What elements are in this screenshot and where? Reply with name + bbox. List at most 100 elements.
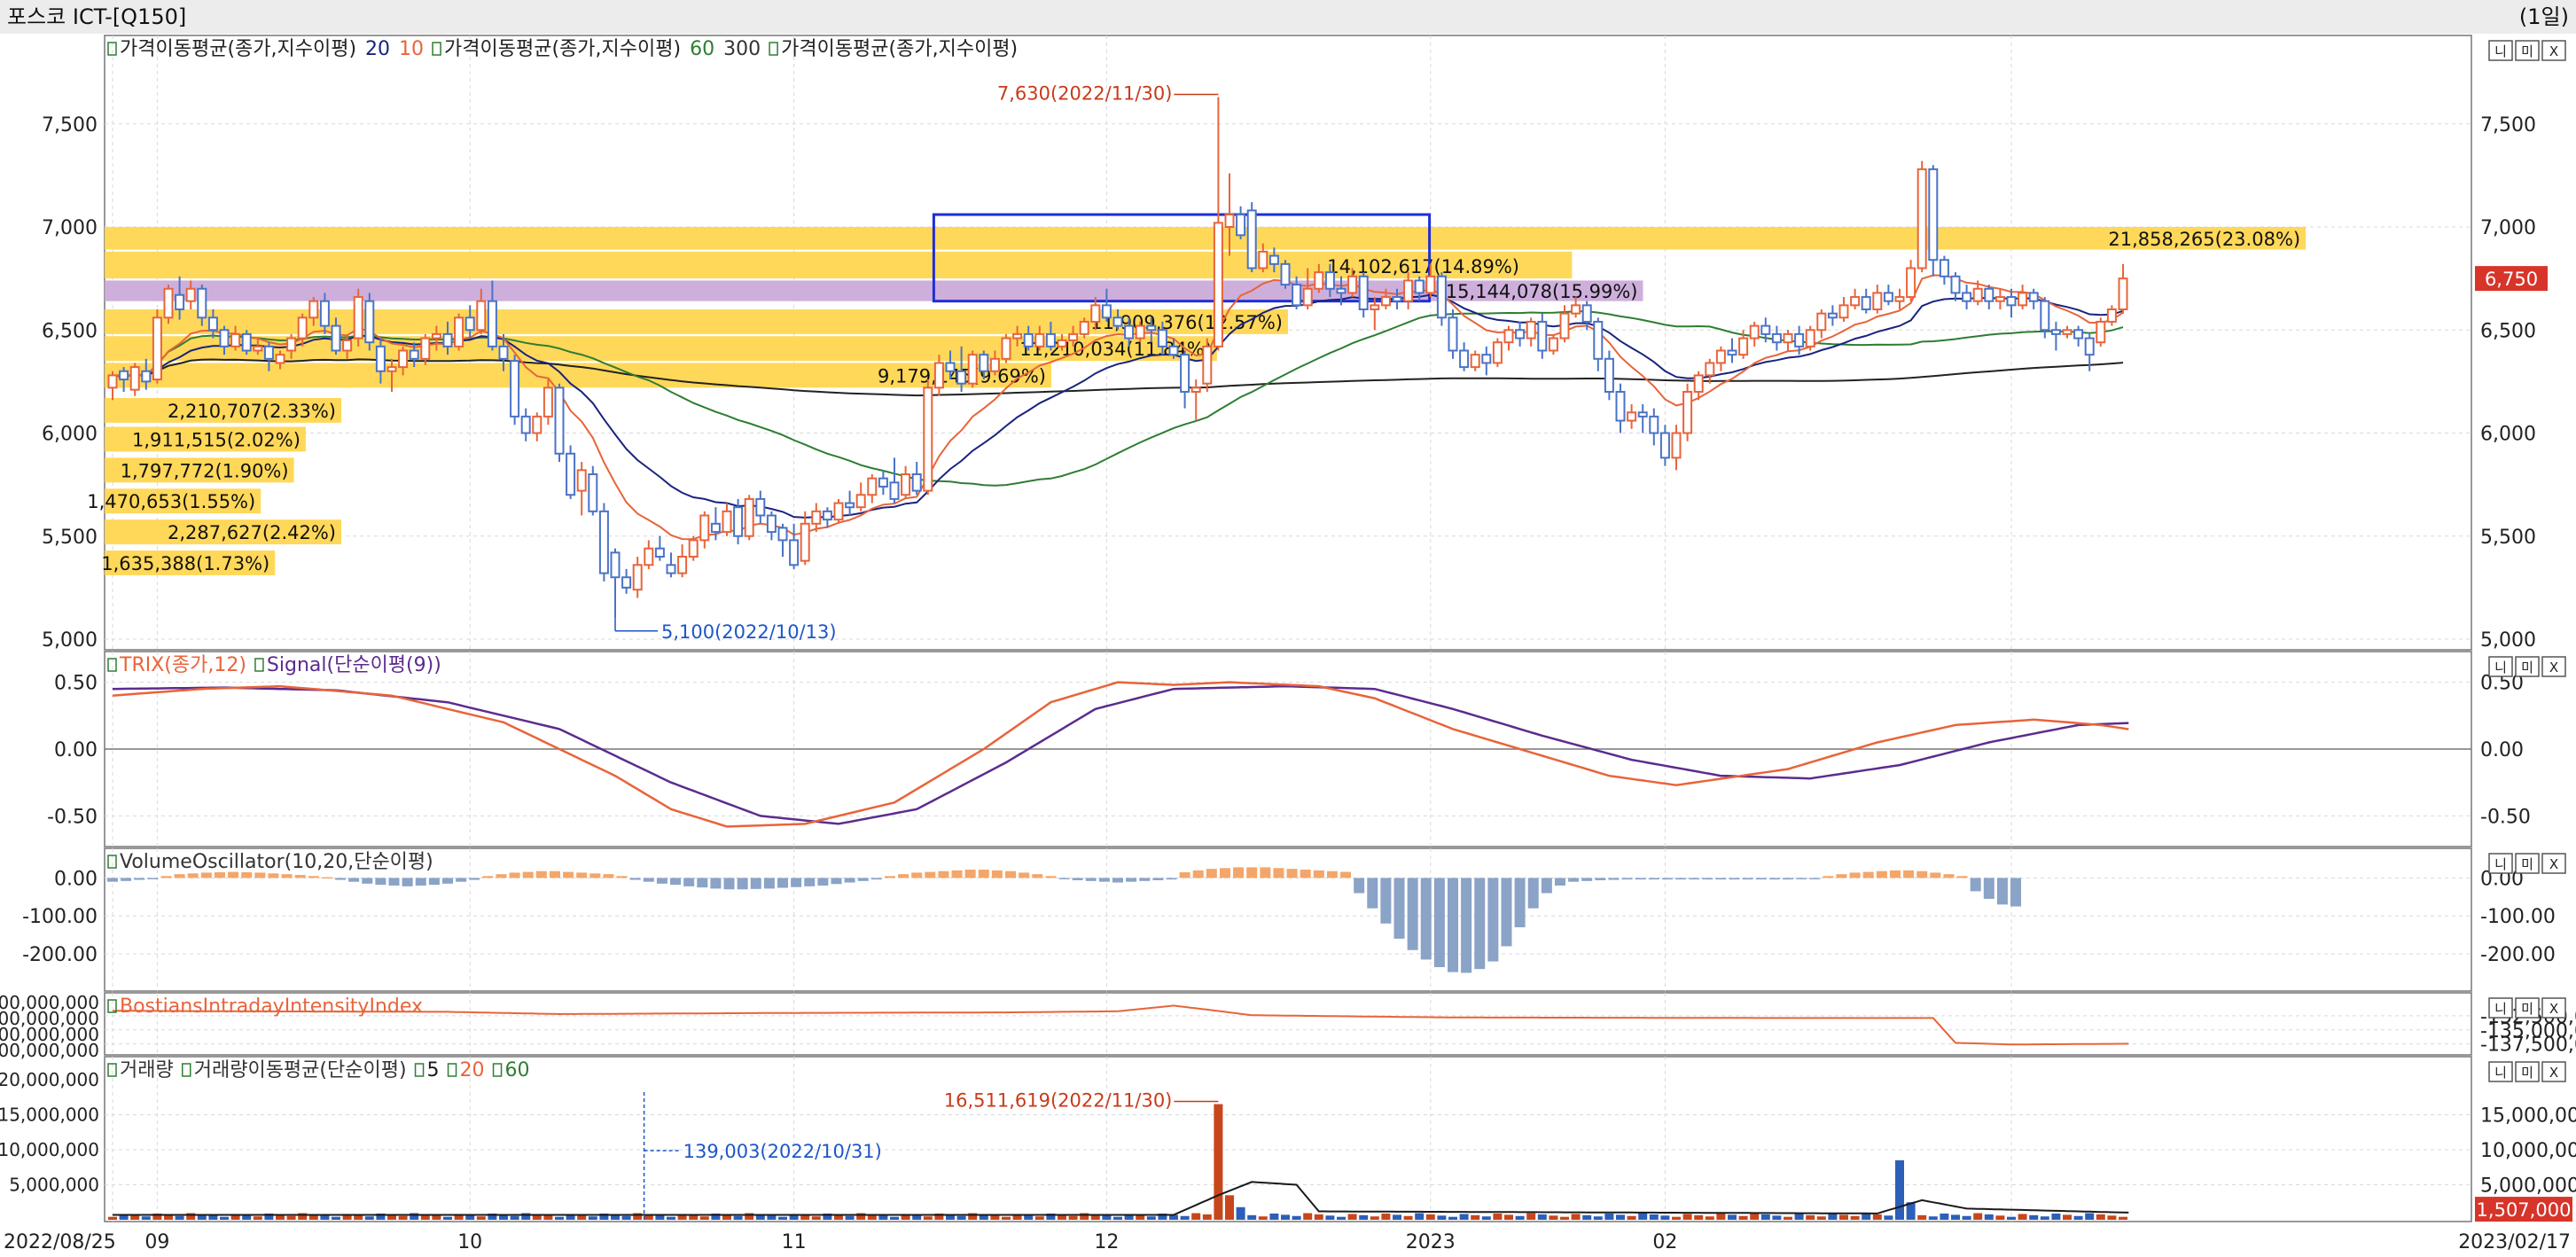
volume-bar bbox=[1571, 1214, 1581, 1220]
volume-bar bbox=[2018, 1214, 2027, 1220]
volume-oscillator-bar bbox=[964, 869, 976, 878]
volume-bar bbox=[1102, 1215, 1112, 1220]
candle-body bbox=[297, 316, 308, 340]
candle-body bbox=[1861, 296, 1871, 310]
x-axis-tick-label: 12 bbox=[1094, 1231, 1119, 1253]
volume-bar bbox=[789, 1214, 799, 1220]
pane-toolbar-close-icon[interactable] bbox=[2541, 40, 2566, 61]
pane-toolbar-maximize-icon[interactable] bbox=[2515, 997, 2540, 1019]
right-axis-tick-label: 7,000 bbox=[2480, 217, 2536, 239]
volume-bar bbox=[711, 1213, 721, 1220]
volume-oscillator-bar bbox=[1715, 878, 1727, 880]
legend-marker-icon[interactable] bbox=[107, 42, 117, 56]
candle-body bbox=[621, 576, 632, 589]
volume-bar bbox=[1549, 1215, 1558, 1220]
legend-marker-icon[interactable] bbox=[447, 1063, 457, 1077]
legend-marker-icon[interactable] bbox=[181, 1063, 191, 1077]
volume-bar bbox=[1962, 1215, 1971, 1220]
legend-label: 가격이동평균(종가,지수이평) bbox=[781, 38, 1018, 60]
pane-toolbar-maximize-icon[interactable] bbox=[2515, 40, 2540, 61]
candle-body bbox=[375, 345, 386, 372]
candle-body bbox=[1794, 332, 1805, 347]
pane-toolbar-icon-label: 니 bbox=[2494, 1001, 2507, 1017]
pane-toolbar-maximize-icon[interactable] bbox=[2515, 1061, 2540, 1082]
volume-bar bbox=[1984, 1214, 1994, 1220]
candle-body bbox=[442, 332, 453, 347]
volume-bar bbox=[1917, 1214, 1927, 1220]
legend-marker-icon[interactable] bbox=[107, 658, 117, 672]
pane-frame bbox=[104, 992, 2472, 1056]
candle-body bbox=[1492, 341, 1503, 364]
legend-marker-icon[interactable] bbox=[254, 658, 264, 672]
volume-bar bbox=[320, 1215, 330, 1220]
volume-bar bbox=[1728, 1214, 1737, 1220]
volume-oscillator-bar bbox=[268, 873, 279, 878]
volume-bar bbox=[2119, 1216, 2127, 1220]
current-volume-tag bbox=[2475, 1197, 2572, 1222]
volume-bar bbox=[1247, 1214, 1257, 1220]
x-axis-tick-label: 10 bbox=[457, 1231, 482, 1253]
volume-bar bbox=[1403, 1215, 1413, 1220]
volume-oscillator-bar bbox=[147, 878, 159, 879]
right-axis-tick-label: -135,000,0( bbox=[2480, 1020, 2576, 1042]
candle-body bbox=[498, 345, 509, 360]
volume-oscillator-bar bbox=[1823, 876, 1834, 878]
candle-body bbox=[1627, 411, 1637, 422]
volume-bar bbox=[197, 1214, 207, 1220]
volume-oscillator-bar bbox=[1393, 878, 1405, 939]
pane-toolbar-maximize-icon[interactable] bbox=[2515, 853, 2540, 874]
volume-bar bbox=[1816, 1216, 1826, 1220]
volume-oscillator-bar bbox=[348, 878, 360, 882]
volume-oscillator-bar bbox=[1152, 878, 1164, 880]
volume-oscillator-bar bbox=[335, 878, 347, 880]
candle-body bbox=[464, 316, 475, 332]
candle-body bbox=[710, 522, 721, 534]
pane-toolbar-close-icon[interactable] bbox=[2541, 853, 2566, 874]
volume-bar bbox=[1214, 1104, 1223, 1220]
legend-marker-icon[interactable] bbox=[107, 855, 117, 869]
volume-profile-bar bbox=[105, 397, 341, 423]
candle-body bbox=[666, 564, 676, 574]
volume-oscillator-bar bbox=[616, 876, 628, 878]
candle-body bbox=[677, 556, 688, 574]
candle-body bbox=[2040, 300, 2050, 332]
pane-toolbar-close-icon[interactable] bbox=[2541, 1061, 2566, 1082]
pane-toolbar-minimize-icon[interactable] bbox=[2488, 40, 2513, 61]
pane-toolbar-minimize-icon[interactable] bbox=[2488, 1061, 2513, 1082]
volume-bar bbox=[1090, 1214, 1100, 1220]
volume-bar bbox=[1347, 1214, 1357, 1220]
volume-bar bbox=[878, 1215, 888, 1220]
candle-body bbox=[845, 502, 855, 509]
candle-body bbox=[207, 316, 218, 332]
volume-bar bbox=[923, 1216, 933, 1220]
legend-marker-icon[interactable] bbox=[769, 42, 778, 56]
volume-bar bbox=[1537, 1214, 1547, 1220]
pane-toolbar-icon-label: X bbox=[2549, 1001, 2558, 1017]
volume-bar bbox=[1660, 1215, 1670, 1220]
volume-bar bbox=[119, 1214, 129, 1220]
volume-bar bbox=[1415, 1213, 1425, 1220]
x-axis-tick-label: 02 bbox=[1652, 1231, 1677, 1253]
candle-body bbox=[722, 510, 732, 534]
legend-marker-icon[interactable] bbox=[414, 1063, 425, 1077]
candle-body bbox=[1023, 332, 1034, 347]
legend-marker-icon[interactable] bbox=[432, 42, 441, 56]
pane-toolbar-close-icon[interactable] bbox=[2541, 997, 2566, 1019]
candle-body bbox=[1604, 357, 1614, 393]
legend-marker-icon[interactable] bbox=[492, 1063, 503, 1077]
pane-toolbar-minimize-icon[interactable] bbox=[2488, 853, 2513, 874]
pane-toolbar-minimize-icon[interactable] bbox=[2488, 656, 2513, 677]
candle-body bbox=[610, 551, 621, 579]
pane-toolbar-minimize-icon[interactable] bbox=[2488, 997, 2513, 1019]
pane-toolbar-close-icon[interactable] bbox=[2541, 656, 2566, 677]
candle-body bbox=[878, 477, 888, 488]
volume-oscillator-bar bbox=[134, 878, 145, 880]
volume-profile-bar bbox=[105, 227, 2307, 250]
volume-oscillator-bar bbox=[469, 878, 480, 880]
pane-toolbar-maximize-icon[interactable] bbox=[2515, 656, 2540, 677]
candle-body bbox=[1827, 312, 1838, 319]
volume-oscillator-bar bbox=[643, 878, 654, 882]
volume-oscillator-bar bbox=[844, 878, 855, 883]
legend-marker-icon[interactable] bbox=[107, 999, 117, 1013]
legend-marker-icon[interactable] bbox=[107, 1063, 117, 1077]
